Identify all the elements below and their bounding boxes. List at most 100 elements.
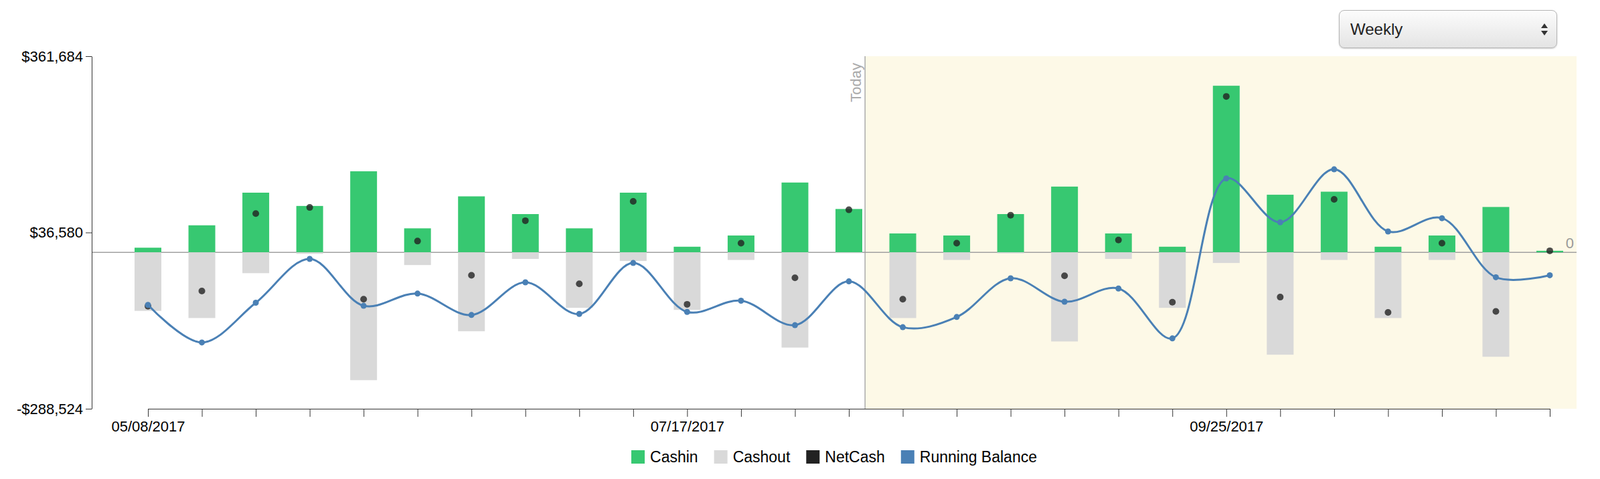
bar xyxy=(997,252,1025,254)
point xyxy=(1276,293,1284,301)
legend: CashinCashoutNetCashRunning Balance xyxy=(631,448,1037,466)
x-tick xyxy=(579,409,580,418)
period-label: Weekly xyxy=(1350,20,1403,39)
select-arrows xyxy=(1540,22,1549,37)
point xyxy=(953,239,960,247)
bar xyxy=(1428,235,1456,253)
y-tick: -$288,524 xyxy=(16,401,92,418)
series-bar xyxy=(134,85,1564,253)
bar xyxy=(565,252,593,308)
x-tick xyxy=(956,409,958,418)
point xyxy=(360,295,367,303)
point xyxy=(252,210,260,217)
bar xyxy=(673,252,701,310)
line-marker xyxy=(629,260,636,267)
legend-swatch xyxy=(901,450,915,464)
y-axis: -$288,524$36,580$361,684 xyxy=(16,48,93,418)
x-tick xyxy=(794,409,796,418)
point xyxy=(1492,307,1499,315)
bar xyxy=(889,252,917,318)
bar xyxy=(296,252,324,254)
x-tick-mark xyxy=(471,409,472,418)
x-tick xyxy=(1280,409,1281,418)
bar xyxy=(188,252,216,318)
x-tick-mark xyxy=(848,409,850,418)
x-tick-mark xyxy=(686,409,688,418)
bar xyxy=(1213,252,1240,264)
legend-item: Running Balance xyxy=(901,448,1037,466)
point xyxy=(575,280,583,288)
point xyxy=(1546,247,1554,255)
bar xyxy=(242,252,270,274)
line-marker xyxy=(1438,215,1445,222)
point xyxy=(1061,272,1068,280)
line-marker xyxy=(522,279,529,286)
bar xyxy=(1213,85,1240,253)
line-marker xyxy=(360,303,367,310)
x-tick-mark xyxy=(1334,409,1335,418)
bar xyxy=(1428,252,1456,260)
legend-item: Cashout xyxy=(714,448,791,466)
bar xyxy=(1266,194,1294,253)
bar xyxy=(565,228,593,253)
point xyxy=(1223,93,1230,100)
line-marker xyxy=(306,256,313,263)
bar xyxy=(727,235,755,253)
x-tick-mark xyxy=(741,409,742,418)
line-marker xyxy=(791,322,798,329)
point xyxy=(845,206,853,214)
x-tick-mark xyxy=(1549,409,1551,418)
line-marker xyxy=(1547,272,1554,279)
bar xyxy=(1266,252,1294,355)
y-axis-line xyxy=(91,56,93,410)
x-tick xyxy=(633,409,634,418)
x-tick-mark xyxy=(309,409,311,418)
plot-area xyxy=(91,56,1577,410)
bar xyxy=(835,208,863,253)
y-tick: $36,580 xyxy=(29,224,92,242)
x-tick xyxy=(848,409,850,418)
today-label: Today xyxy=(847,62,865,103)
x-tick-mark xyxy=(794,409,796,418)
x-tick-mark xyxy=(1387,409,1389,418)
line-marker xyxy=(145,301,152,308)
line-marker xyxy=(1061,298,1068,305)
point xyxy=(1007,212,1015,219)
point xyxy=(522,217,529,225)
point xyxy=(629,198,637,205)
x-tick xyxy=(1172,409,1173,418)
point xyxy=(683,301,691,308)
point xyxy=(1384,309,1392,316)
x-tick-mark xyxy=(1010,409,1012,418)
x-tick: 09/25/2017 xyxy=(1189,409,1264,436)
future-shading xyxy=(864,56,1577,410)
legend-swatch xyxy=(714,450,728,464)
line-marker xyxy=(1330,166,1337,173)
bar xyxy=(943,235,971,253)
point xyxy=(1115,236,1123,244)
today-line xyxy=(864,56,866,410)
x-tick xyxy=(525,409,527,418)
line-marker xyxy=(684,309,691,316)
bar xyxy=(134,247,162,253)
period-select[interactable]: Weekly xyxy=(1338,10,1558,49)
bar xyxy=(1158,252,1186,308)
x-tick: 07/17/2017 xyxy=(650,409,725,436)
bar xyxy=(1374,247,1402,253)
series-line xyxy=(145,166,1554,347)
x-tick-mark xyxy=(255,409,257,418)
series-scatter xyxy=(144,93,1554,316)
line-marker xyxy=(414,290,421,297)
line-marker xyxy=(1223,175,1230,182)
y-tick-label: $36,580 xyxy=(29,224,84,242)
x-tick xyxy=(1442,409,1443,418)
line-marker xyxy=(1492,274,1499,281)
x-tick xyxy=(417,409,419,418)
point xyxy=(737,239,745,247)
x-tick xyxy=(1064,409,1066,418)
x-tick-mark xyxy=(956,409,958,418)
line-marker xyxy=(953,313,960,320)
x-tick-label: 05/08/2017 xyxy=(111,418,185,436)
line-marker xyxy=(1385,228,1392,235)
bar xyxy=(1482,252,1509,357)
